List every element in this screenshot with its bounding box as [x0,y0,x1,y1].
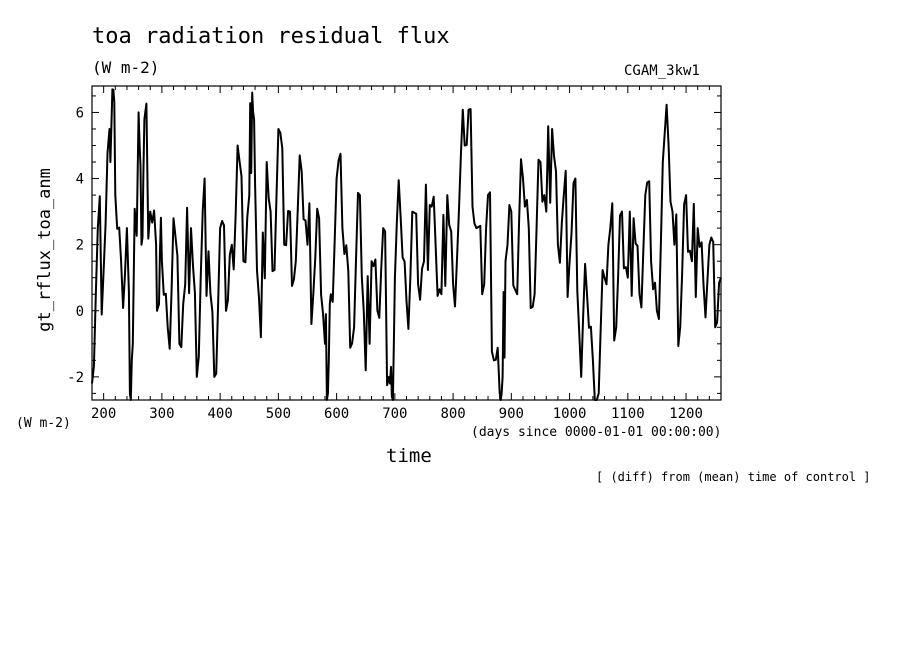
y-axis-units: (W m-2) [16,416,71,431]
x-tick-label: 600 [324,406,349,422]
x-axis-label: time [386,445,432,467]
x-tick-label: 900 [499,406,524,422]
x-tick-label: 800 [440,406,465,422]
x-tick-label: 300 [149,406,174,422]
tick-label-group: 200 300 400 500 600 700 800 900 1000 1100 1200 -2 0 2… [67,105,703,422]
x-tick-label: 500 [266,406,291,422]
run-label: CGAM_3kw1 [624,63,700,79]
x-tick-label: 1200 [669,406,703,422]
chart-units: (W m-2) [92,58,160,77]
x-tick-label: 400 [207,406,232,422]
x-tick-label: 1100 [611,406,645,422]
y-tick-label: 6 [76,105,84,121]
chart-title: toa radiation residual flux [92,24,450,49]
footnote: [ (diff) from (mean) time of control ] [596,470,871,484]
y-tick-label: 4 [76,172,84,188]
x-axis-units: (days since 0000-01-01 00:00:00) [471,425,722,440]
x-tick-label: 1000 [553,406,587,422]
y-tick-label: -2 [67,370,84,386]
series-line [91,88,722,401]
plot-frame [91,85,722,401]
y-tick-label: 0 [76,304,84,320]
y-tick-label: 2 [76,238,84,254]
x-tick-label: 200 [91,406,116,422]
x-tick-label: 700 [382,406,407,422]
